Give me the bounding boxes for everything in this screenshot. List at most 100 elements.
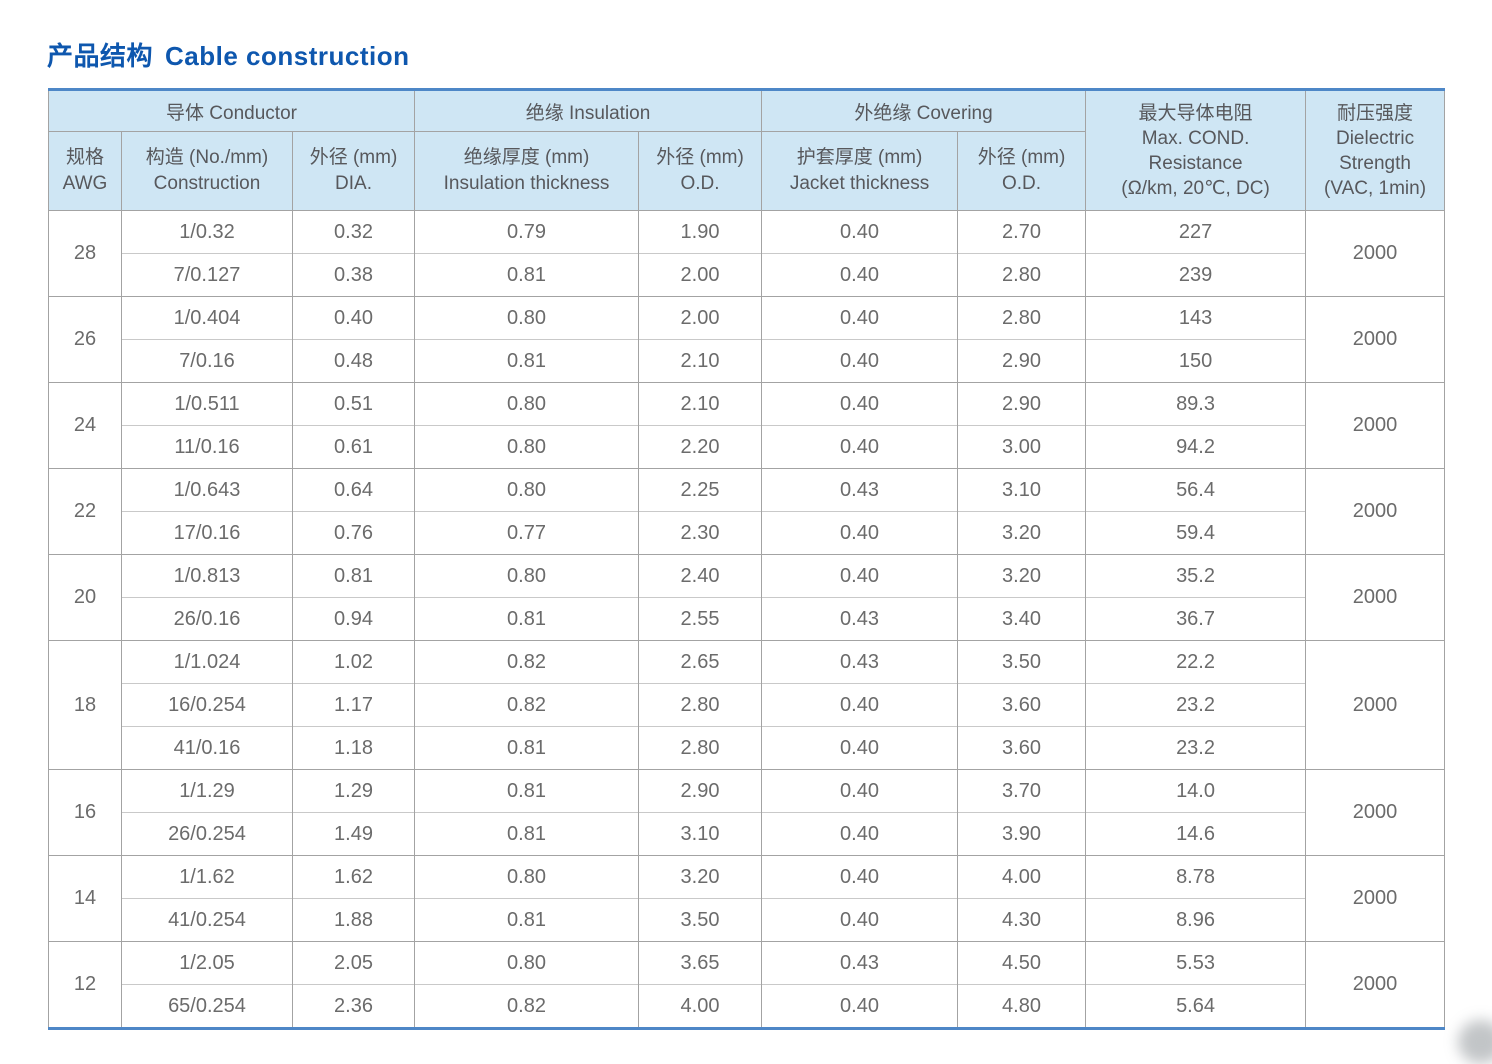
insulation-od-cell: 2.40	[638, 554, 762, 598]
jacket-thickness-cell: 0.40	[761, 253, 958, 297]
awg-cell: 22	[48, 468, 122, 555]
insulation-od-cell: 2.25	[638, 468, 762, 512]
construction-cell: 11/0.16	[121, 425, 293, 469]
jacket-thickness-cell: 0.40	[761, 769, 958, 813]
jacket-thickness-cell: 0.43	[761, 597, 958, 641]
construction-cell: 26/0.16	[121, 597, 293, 641]
header-dielectric-line2: Dielectric	[1335, 127, 1415, 149]
resistance-cell: 36.7	[1085, 597, 1306, 641]
resistance-cell: 35.2	[1085, 554, 1306, 598]
insulation-thickness-cell: 0.81	[414, 597, 639, 641]
covering-od-cell: 3.60	[957, 726, 1086, 770]
awg-cell: 20	[48, 554, 122, 641]
insulation-od-cell: 2.80	[638, 683, 762, 727]
header-awg-zh: 规格	[65, 147, 104, 168]
resistance-cell: 94.2	[1085, 425, 1306, 469]
awg-cell: 16	[48, 769, 122, 856]
table-row: 12 1/2.05 2.05 0.80 3.65 0.43 4.50 5.53 2000	[48, 941, 1445, 1029]
table-row: 7/0.16 0.48 0.81 2.10 0.40 2.90 150	[49, 339, 1445, 383]
insulation-od-cell: 3.50	[638, 898, 762, 942]
dielectric-cell: 2000	[1305, 468, 1445, 555]
header-awg: 规格 AWG	[48, 131, 122, 211]
conductor-dia-cell: 2.36	[291, 984, 415, 1029]
jacket-thickness-cell: 0.40	[761, 726, 958, 770]
insulation-thickness-cell: 0.81	[414, 253, 639, 297]
insulation-od-cell: 3.65	[638, 941, 762, 985]
insulation-od-cell: 1.90	[638, 210, 762, 254]
insulation-od-cell: 2.00	[638, 253, 762, 297]
header-insulation-thickness: 绝缘厚度 (mm) Insulation thickness	[414, 131, 639, 211]
conductor-dia-cell: 1.02	[291, 640, 415, 684]
construction-cell: 7/0.16	[121, 339, 293, 383]
covering-od-cell: 4.80	[957, 984, 1086, 1029]
awg-cell: 18	[48, 640, 122, 770]
resistance-cell: 14.6	[1085, 812, 1306, 856]
jacket-thickness-cell: 0.43	[761, 468, 958, 512]
covering-od-cell: 4.00	[957, 855, 1086, 899]
resistance-cell: 59.4	[1085, 511, 1306, 555]
covering-od-cell: 4.30	[957, 898, 1086, 942]
conductor-dia-cell: 1.18	[291, 726, 415, 770]
insulation-thickness-cell: 0.80	[414, 554, 639, 598]
table-row: 26/0.16 0.94 0.81 2.55 0.43 3.40 36.7	[49, 597, 1445, 641]
insulation-thickness-cell: 0.80	[414, 382, 639, 426]
insulation-thickness-cell: 0.82	[414, 683, 639, 727]
covering-od-cell: 2.80	[957, 296, 1086, 340]
jacket-thickness-cell: 0.40	[761, 511, 958, 555]
header-jacket-thickness-zh: 护套厚度 (mm)	[796, 147, 923, 168]
resistance-cell: 5.64	[1085, 984, 1306, 1029]
covering-od-cell: 3.60	[957, 683, 1086, 727]
insulation-od-cell: 2.65	[638, 640, 762, 684]
conductor-dia-cell: 2.05	[291, 941, 415, 985]
conductor-dia-cell: 1.88	[291, 898, 415, 942]
construction-cell: 1/0.643	[121, 468, 293, 512]
conductor-dia-cell: 1.62	[291, 855, 415, 899]
header-group-row: 导体 Conductor 绝缘 Insulation 外绝缘 Covering …	[47, 89, 1445, 211]
resistance-cell: 56.4	[1085, 468, 1306, 512]
construction-cell: 41/0.254	[121, 898, 293, 942]
conductor-dia-cell: 0.64	[291, 468, 415, 512]
awg-cell: 26	[48, 296, 122, 383]
header-covering: 外绝缘 Covering	[761, 89, 1086, 132]
jacket-thickness-cell: 0.40	[761, 425, 958, 469]
insulation-thickness-cell: 0.79	[414, 210, 639, 254]
header-awg-en: AWG	[62, 173, 108, 194]
insulation-thickness-cell: 0.80	[414, 425, 639, 469]
table-row: 41/0.254 1.88 0.81 3.50 0.40 4.30 8.96	[49, 898, 1445, 942]
covering-od-cell: 3.10	[957, 468, 1086, 512]
header-dielectric-line3: Strength	[1339, 152, 1411, 174]
construction-cell: 1/0.404	[121, 296, 293, 340]
conductor-dia-cell: 1.29	[291, 769, 415, 813]
header-dielectric-strength: 耐压强度 Dielectric Strength (VAC, 1min)	[1305, 89, 1445, 211]
insulation-od-cell: 3.20	[638, 855, 762, 899]
table-row: 41/0.16 1.18 0.81 2.80 0.40 3.60 23.2	[49, 726, 1445, 770]
page-title: 产品结构 Cable construction	[47, 36, 410, 73]
insulation-thickness-cell: 0.80	[414, 855, 639, 899]
construction-cell: 1/0.511	[121, 382, 293, 426]
covering-od-cell: 3.20	[957, 554, 1086, 598]
resistance-cell: 23.2	[1085, 683, 1306, 727]
header-jacket-thickness-en: Jacket thickness	[789, 173, 930, 194]
table-header: 导体 Conductor 绝缘 Insulation 外绝缘 Covering …	[47, 89, 1445, 211]
table-row: 22 1/0.643 0.64 0.80 2.25 0.43 3.10 56.4 2000	[48, 468, 1445, 555]
table-row: 20 1/0.813 0.81 0.80 2.40 0.40 3.20 35.2 2000	[48, 554, 1445, 641]
conductor-dia-cell: 0.51	[291, 382, 415, 426]
table-row: 65/0.254 2.36 0.82 4.00 0.40 4.80 5.64	[49, 984, 1445, 1029]
table-body: 28 1/0.32 0.32 0.79 1.90 0.40 2.70 227 2000 7/0.1…	[48, 210, 1445, 1029]
insulation-od-cell: 2.30	[638, 511, 762, 555]
jacket-thickness-cell: 0.40	[761, 554, 958, 598]
header-covering-od-zh: 外径 (mm)	[977, 147, 1066, 168]
resistance-cell: 143	[1085, 296, 1306, 340]
covering-od-cell: 2.90	[957, 382, 1086, 426]
header-max-resistance-line2: Max. COND.	[1141, 127, 1250, 149]
table-row: 26/0.254 1.49 0.81 3.10 0.40 3.90 14.6	[49, 812, 1445, 856]
construction-cell: 1/1.024	[121, 640, 293, 684]
conductor-dia-cell: 1.49	[291, 812, 415, 856]
construction-cell: 65/0.254	[121, 984, 293, 1029]
construction-cell: 1/0.32	[121, 210, 293, 254]
header-insulation-od-zh: 外径 (mm)	[656, 147, 744, 168]
resistance-cell: 239	[1085, 253, 1306, 297]
table-row: 16/0.254 1.17 0.82 2.80 0.40 3.60 23.2	[49, 683, 1445, 727]
covering-od-cell: 2.70	[957, 210, 1086, 254]
resistance-cell: 5.53	[1085, 941, 1306, 985]
